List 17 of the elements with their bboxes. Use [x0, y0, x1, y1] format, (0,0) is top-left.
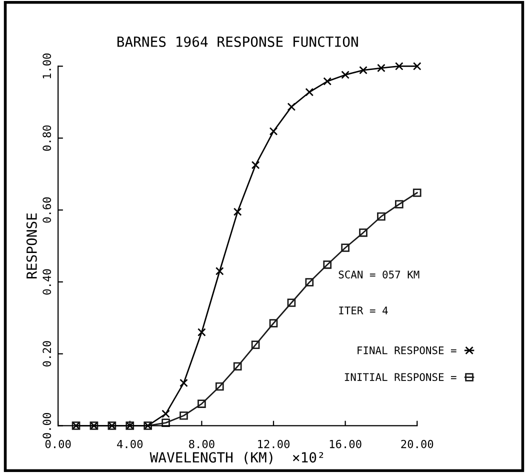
x-tick-label: 16.00 [330, 440, 362, 448]
y-tick-label: 1.00 [42, 54, 52, 78]
y-axis-title: RESPONSE [26, 213, 37, 278]
annotation: SCAN = 057 KM [338, 270, 420, 278]
y-tick-label: 0.60 [42, 197, 52, 223]
y-tick-label: 0.40 [42, 269, 52, 295]
annotation: ITER = 4 [339, 306, 388, 314]
legend-label: FINAL RESPONSE = [358, 346, 456, 354]
x-tick-label: 12.00 [258, 440, 290, 448]
y-tick-label: 0.20 [42, 341, 52, 366]
legend-label: INITIAL RESPONSE = [344, 373, 456, 382]
x-tick-label: 20.00 [401, 440, 434, 448]
x-tick-label: 4.00 [117, 440, 143, 448]
y-tick-label: 0.80 [42, 125, 52, 151]
x-tick-label: 8.00 [189, 440, 214, 448]
chart-title: BARNES 1964 RESPONSE FUNCTION [117, 36, 358, 47]
x-axis-title: WAVELENGTH (KM) ×10² [150, 452, 324, 464]
